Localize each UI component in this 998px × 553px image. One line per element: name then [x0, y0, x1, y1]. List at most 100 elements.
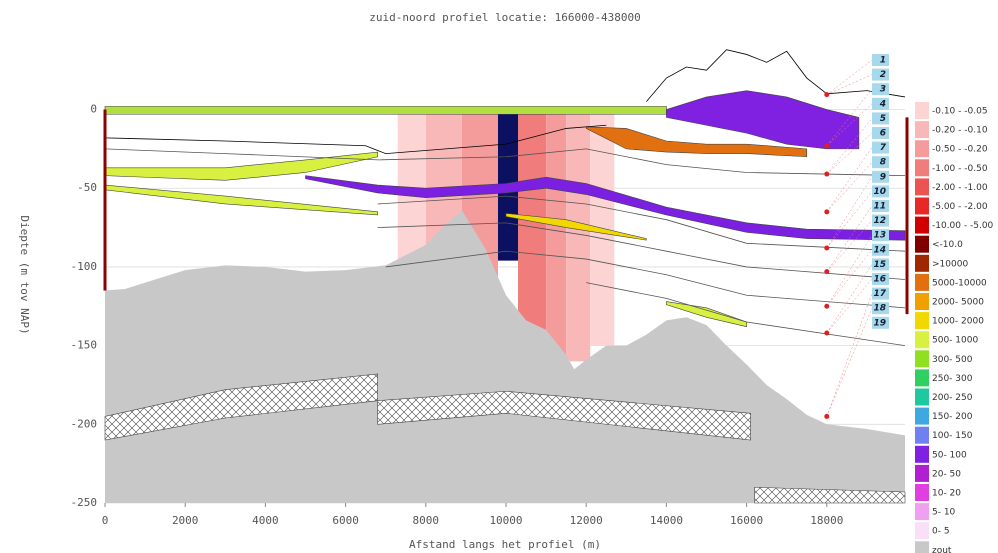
- legend-label: -0.50 - -0.20: [932, 145, 988, 155]
- label-number: 13: [873, 231, 886, 241]
- label-box: [872, 68, 889, 81]
- legend-swatch: [915, 273, 929, 291]
- well-point: [824, 303, 830, 309]
- label-number: 18: [873, 304, 886, 314]
- x-tick-label: 18000: [810, 514, 843, 527]
- legend-swatch: [915, 102, 929, 119]
- x-tick-label: 10000: [489, 514, 522, 527]
- legend-label: -2.00 - -1.00: [932, 183, 988, 193]
- label-box: [872, 200, 889, 212]
- fan-line: [826, 293, 873, 417]
- y-tick-label: -200: [71, 417, 98, 430]
- fan-line: [826, 74, 873, 95]
- label-number: 1: [880, 56, 886, 66]
- label-number: 12: [873, 216, 886, 226]
- fan-line: [826, 249, 873, 307]
- label-box: [872, 141, 889, 154]
- legend-swatch: [915, 541, 929, 553]
- legend-swatch: [915, 197, 929, 215]
- legend-label: 5- 10: [932, 508, 956, 518]
- legend-label: 5000-10000: [932, 278, 987, 288]
- label-box: [872, 97, 889, 110]
- label-box: [872, 170, 889, 183]
- legend-swatch: [915, 159, 929, 177]
- fan-line: [826, 264, 873, 334]
- label-box: [872, 273, 889, 285]
- label-box: [872, 287, 889, 300]
- fan-line: [826, 278, 873, 334]
- label-box: [872, 316, 889, 329]
- layer-band: [305, 175, 906, 241]
- legend-label: 1000- 2000: [932, 317, 984, 327]
- layer-band: [666, 301, 747, 328]
- label-number: 5: [880, 114, 886, 124]
- layer-band: [104, 151, 378, 181]
- x-tick-label: 16000: [730, 514, 763, 527]
- well-point: [824, 269, 830, 275]
- well-point: [824, 413, 830, 419]
- legend-label: zout: [932, 546, 952, 553]
- legend-swatch: [915, 407, 929, 425]
- legend-label: 10- 20: [932, 489, 961, 499]
- label-box: [872, 83, 889, 96]
- legend-swatch: [915, 216, 929, 234]
- layer-band: [505, 213, 647, 241]
- label-number: 7: [880, 143, 887, 153]
- label-number: 10: [873, 187, 886, 197]
- y-tick-label: -50: [77, 181, 97, 194]
- label-box: [872, 243, 889, 256]
- label-number: 15: [873, 260, 886, 270]
- horizon-line: [377, 195, 906, 252]
- label-box: [872, 54, 889, 66]
- label-number: 14: [873, 245, 886, 255]
- x-axis-label: Afstand langs het profiel (m): [409, 538, 601, 551]
- legend-swatch: [915, 388, 929, 406]
- legend-label: 0- 5: [932, 527, 950, 537]
- x-tick-label: 6000: [332, 514, 359, 527]
- label-number: 19: [873, 318, 886, 328]
- label-box: [872, 258, 889, 271]
- legend-swatch: [915, 140, 929, 158]
- concentration-column: [546, 111, 567, 365]
- fan-line: [826, 235, 873, 307]
- y-axis-label: Diepte (m tov NAP): [18, 215, 31, 334]
- label-box: [872, 229, 889, 242]
- legend-label: 500- 1000: [932, 336, 978, 346]
- legend-label: -10.00 - -5.00: [932, 221, 994, 231]
- horizon-line: [385, 250, 906, 309]
- legend-swatch: [915, 254, 929, 272]
- legend-swatch: [915, 331, 929, 349]
- label-box: [872, 302, 889, 315]
- legend-swatch: [915, 522, 929, 540]
- legend-label: -0.20 - -0.10: [932, 126, 988, 136]
- x-tick-label: 2000: [172, 514, 199, 527]
- legend-label: 20- 50: [932, 469, 961, 479]
- label-number: 11: [873, 202, 886, 212]
- label-box: [872, 127, 889, 139]
- legend-label: 250- 300: [932, 374, 973, 384]
- label-number: 4: [879, 99, 886, 109]
- label-number: 2: [880, 70, 886, 80]
- fan-line: [826, 220, 873, 272]
- legend-swatch: [915, 484, 929, 501]
- well-point: [824, 209, 830, 215]
- legend-label: 2000- 5000: [932, 298, 984, 308]
- x-tick-label: 14000: [650, 514, 683, 527]
- layer-band: [585, 126, 808, 158]
- legend-swatch: [915, 121, 929, 139]
- y-tick-label: -250: [71, 496, 98, 509]
- well-point: [824, 245, 830, 251]
- y-tick-label: 0: [90, 103, 97, 116]
- legend-swatch: [915, 312, 929, 330]
- y-tick-label: -100: [71, 260, 98, 273]
- horizon-line: [377, 222, 906, 280]
- legend-swatch: [915, 350, 929, 368]
- label-box: [872, 156, 889, 169]
- legend-label: -1.00 - -0.50: [932, 164, 988, 174]
- layer-band: [104, 184, 378, 216]
- legend-label: -5.00 - -2.00: [932, 202, 988, 212]
- fan-line: [826, 308, 873, 417]
- legend-swatch: [915, 293, 929, 310]
- label-number: 6: [880, 129, 886, 139]
- well-point: [824, 143, 830, 149]
